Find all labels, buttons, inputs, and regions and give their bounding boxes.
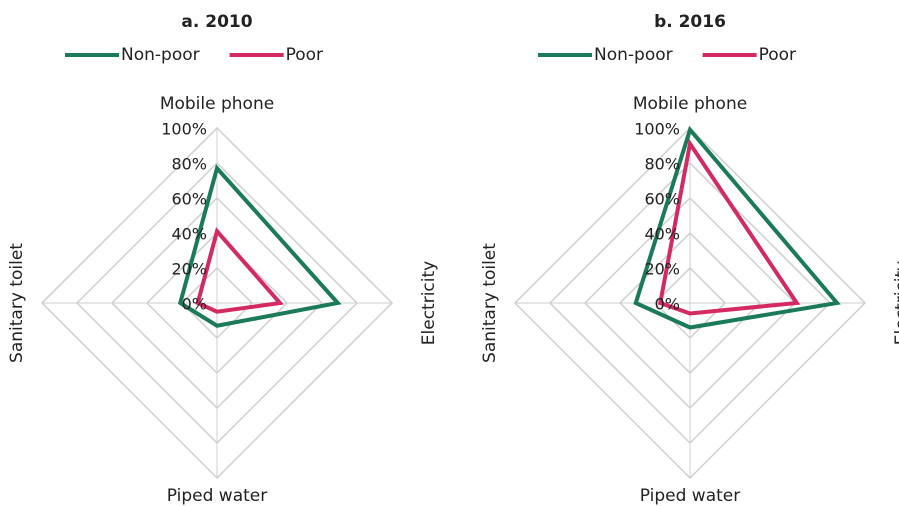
chart-title: b. 2016 (654, 12, 726, 32)
r-tick-label: 60% (171, 190, 207, 209)
category-label: Sanitary toilet (7, 243, 27, 363)
r-tick-label: 100% (161, 120, 207, 139)
series-line (657, 138, 801, 316)
r-tick-label: 20% (171, 260, 207, 279)
r-tick-label: 40% (644, 225, 680, 244)
r-tick-label: 80% (644, 155, 680, 174)
category-label: Piped water (640, 486, 740, 506)
chart-title: a. 2010 (181, 12, 252, 32)
r-tick-label: 40% (171, 225, 207, 244)
r-tick-label: 100% (634, 120, 680, 139)
category-label: Mobile phone (160, 94, 274, 114)
category-label: Electricity (892, 261, 899, 345)
series-line (633, 125, 841, 330)
r-tick-label: 0% (182, 295, 207, 314)
r-tick-label: 0% (655, 295, 680, 314)
r-tick-label: 60% (644, 190, 680, 209)
category-label: Mobile phone (633, 94, 747, 114)
category-label: Piped water (167, 486, 267, 506)
legend-label: Non-poor (121, 45, 200, 65)
r-tick-label: 80% (171, 155, 207, 174)
series-line (177, 164, 342, 328)
category-label: Sanitary toilet (480, 243, 500, 363)
legend-label: Poor (286, 45, 323, 65)
legend-label: Non-poor (594, 45, 673, 65)
series-line (195, 227, 284, 314)
r-tick-label: 20% (644, 260, 680, 279)
category-label: Electricity (419, 261, 439, 345)
legend-label: Poor (759, 45, 796, 65)
